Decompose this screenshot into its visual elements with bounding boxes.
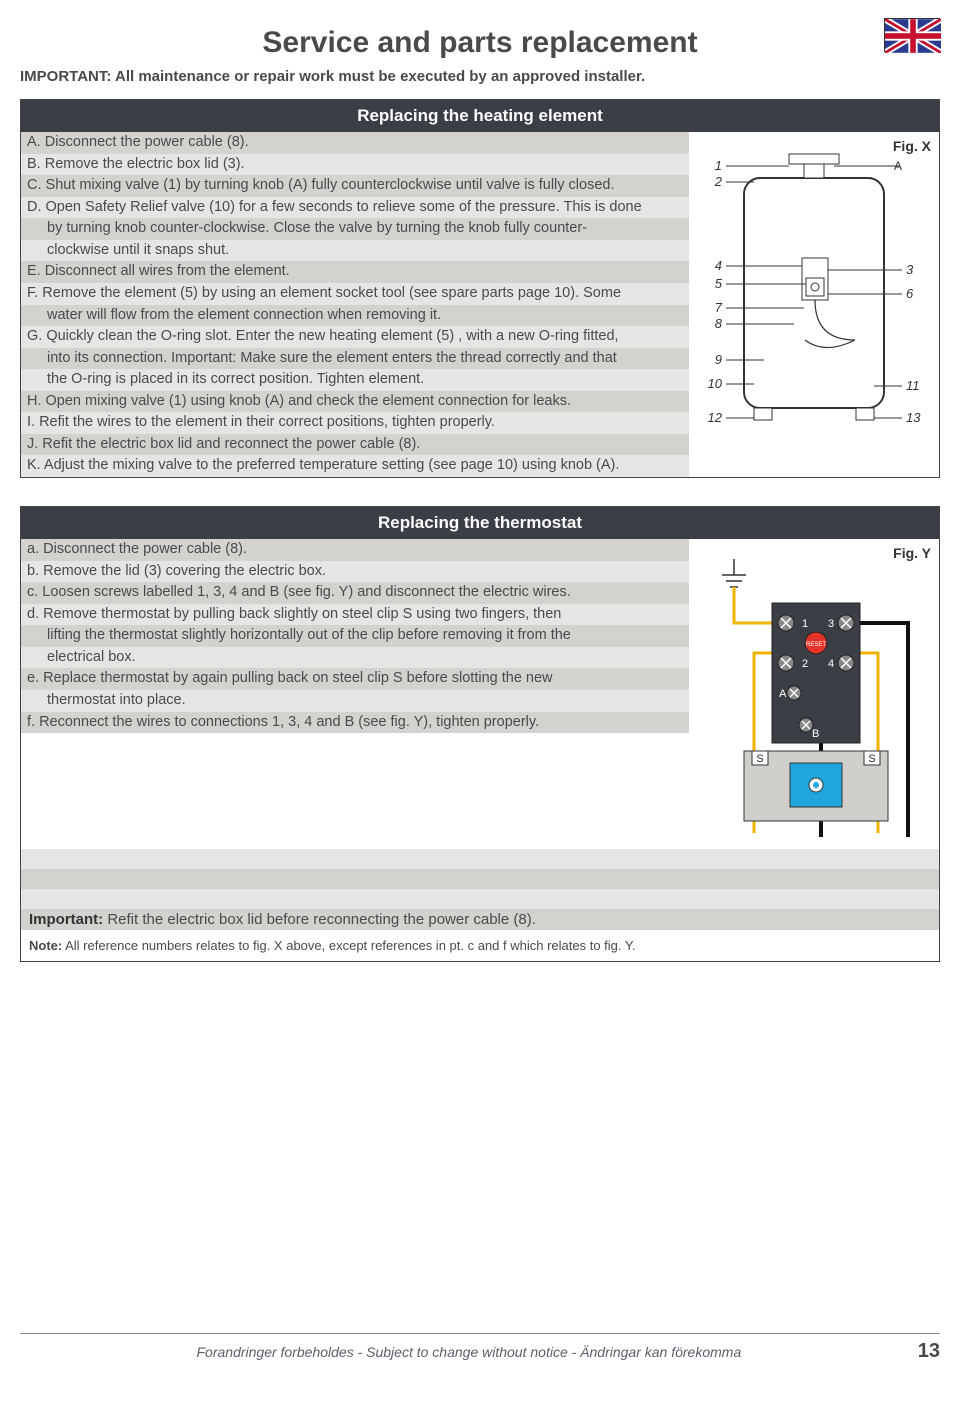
figure-x-label: Fig. X xyxy=(893,138,931,154)
section1-step: by turning knob counter-clockwise. Close… xyxy=(21,218,689,240)
blank-row xyxy=(21,869,939,889)
svg-text:S: S xyxy=(756,753,763,765)
svg-text:8: 8 xyxy=(715,316,723,331)
section2-step: thermostat into place. xyxy=(21,690,689,712)
svg-text:13: 13 xyxy=(906,410,921,425)
section1-step: I. Refit the wires to the element in the… xyxy=(21,412,689,434)
svg-text:3: 3 xyxy=(906,262,914,277)
svg-text:2: 2 xyxy=(802,658,808,670)
section2-steps: a. Disconnect the power cable (8).b. Rem… xyxy=(21,539,689,849)
important-prefix: Important: xyxy=(29,911,103,928)
section1-step: water will flow from the element connect… xyxy=(21,305,689,327)
figure-y: Fig. Y xyxy=(689,539,939,849)
section2-step: a. Disconnect the power cable (8). xyxy=(21,539,689,561)
blank-row xyxy=(21,849,939,869)
important-warning: IMPORTANT: All maintenance or repair wor… xyxy=(20,68,940,85)
note-text: All reference numbers relates to fig. X … xyxy=(62,938,635,953)
section2-step: b. Remove the lid (3) covering the elect… xyxy=(21,561,689,583)
blank-row xyxy=(21,889,939,909)
svg-text:4: 4 xyxy=(828,658,834,670)
section1-step: G. Quickly clean the O-ring slot. Enter … xyxy=(21,326,689,348)
section2-step: f. Reconnect the wires to connections 1,… xyxy=(21,712,689,734)
footer-text: Forandringer forbeholdes - Subject to ch… xyxy=(20,1344,918,1360)
section2-step: d. Remove thermostat by pulling back sli… xyxy=(21,604,689,626)
svg-text:10: 10 xyxy=(708,376,723,391)
section2-step: c. Loosen screws labelled 1, 3, 4 and B … xyxy=(21,582,689,604)
section2-lower: Important: Refit the electric box lid be… xyxy=(21,849,939,961)
page-number: 13 xyxy=(918,1340,940,1363)
section1-step: H. Open mixing valve (1) using knob (A) … xyxy=(21,391,689,413)
section1-steps: A. Disconnect the power cable (8).B. Rem… xyxy=(21,132,689,477)
section1-header: Replacing the heating element xyxy=(21,100,939,132)
svg-text:S: S xyxy=(868,753,875,765)
water-heater-diagram: A xyxy=(694,148,934,448)
section1-step: into its connection. Important: Make sur… xyxy=(21,348,689,370)
page-title: Service and parts replacement xyxy=(20,26,940,60)
svg-text:1: 1 xyxy=(715,158,722,173)
svg-text:5: 5 xyxy=(715,276,723,291)
note-prefix: Note: xyxy=(29,938,62,953)
figure-x: Fig. X A xyxy=(689,132,939,477)
svg-text:A: A xyxy=(779,688,787,700)
svg-text:2: 2 xyxy=(714,174,723,189)
section2-step: e. Replace thermostat by again pulling b… xyxy=(21,668,689,690)
section2-important: Important: Refit the electric box lid be… xyxy=(21,909,939,930)
section1-step: E. Disconnect all wires from the element… xyxy=(21,261,689,283)
section2-step: electrical box. xyxy=(21,647,689,669)
svg-text:4: 4 xyxy=(715,258,722,273)
section1-step: B. Remove the electric box lid (3). xyxy=(21,154,689,176)
svg-text:7: 7 xyxy=(715,300,723,315)
svg-text:12: 12 xyxy=(708,410,723,425)
section-thermostat: Replacing the thermostat a. Disconnect t… xyxy=(20,506,940,962)
section1-step: clockwise until it snaps shut. xyxy=(21,240,689,262)
section1-step: C. Shut mixing valve (1) by turning knob… xyxy=(21,175,689,197)
section1-step: J. Refit the electric box lid and reconn… xyxy=(21,434,689,456)
page-footer: Forandringer forbeholdes - Subject to ch… xyxy=(20,1333,940,1363)
thermostat-diagram: 1 3 2 4 RESET A B xyxy=(694,553,934,843)
section-heating-element: Replacing the heating element A. Disconn… xyxy=(20,99,940,478)
important-text: Refit the electric box lid before reconn… xyxy=(103,911,536,928)
section1-step: A. Disconnect the power cable (8). xyxy=(21,132,689,154)
svg-text:3: 3 xyxy=(828,618,834,630)
svg-text:B: B xyxy=(812,728,819,740)
section1-step: D. Open Safety Relief valve (10) for a f… xyxy=(21,197,689,219)
section2-header: Replacing the thermostat xyxy=(21,507,939,539)
svg-text:1: 1 xyxy=(802,618,808,630)
figure-y-label: Fig. Y xyxy=(893,545,931,561)
svg-text:11: 11 xyxy=(906,378,920,393)
section2-note: Note: All reference numbers relates to f… xyxy=(21,930,939,961)
svg-text:9: 9 xyxy=(715,352,722,367)
section1-step: the O-ring is placed in its correct posi… xyxy=(21,369,689,391)
uk-flag-icon xyxy=(884,18,940,52)
section1-step: F. Remove the element (5) by using an el… xyxy=(21,283,689,305)
section2-step: lifting the thermostat slightly horizont… xyxy=(21,625,689,647)
svg-text:RESET: RESET xyxy=(806,642,826,648)
section1-step: K. Adjust the mixing valve to the prefer… xyxy=(21,455,689,477)
svg-text:6: 6 xyxy=(906,286,914,301)
svg-text:A: A xyxy=(894,159,902,173)
